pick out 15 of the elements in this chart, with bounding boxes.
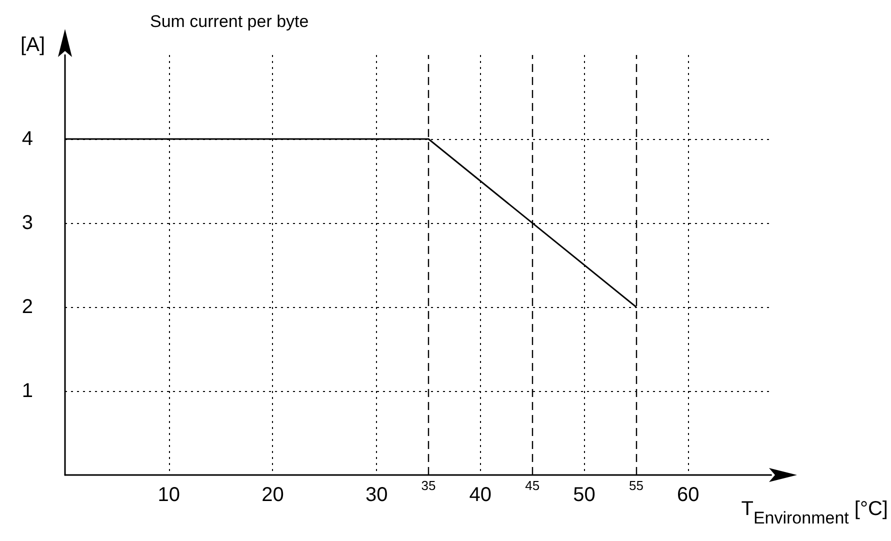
y-axis-title: [A] bbox=[20, 34, 45, 56]
chart-title: Sum current per byte bbox=[150, 12, 309, 31]
y-tick-label: 2 bbox=[22, 296, 33, 318]
x-tick-label: 30 bbox=[365, 484, 388, 506]
x-tick-label: 60 bbox=[677, 484, 700, 506]
x-tick-label: 10 bbox=[158, 484, 180, 506]
x-tick-label: 40 bbox=[469, 484, 492, 506]
ref-line-label: 35 bbox=[421, 478, 436, 493]
ref-line-label: 45 bbox=[525, 478, 540, 493]
x-tick-label: 20 bbox=[262, 484, 284, 506]
y-tick-label: 4 bbox=[22, 128, 33, 150]
y-tick-label: 1 bbox=[22, 380, 33, 402]
x-tick-label: 50 bbox=[573, 484, 596, 506]
y-tick-label: 3 bbox=[22, 212, 33, 234]
ref-line-label: 55 bbox=[628, 478, 644, 493]
